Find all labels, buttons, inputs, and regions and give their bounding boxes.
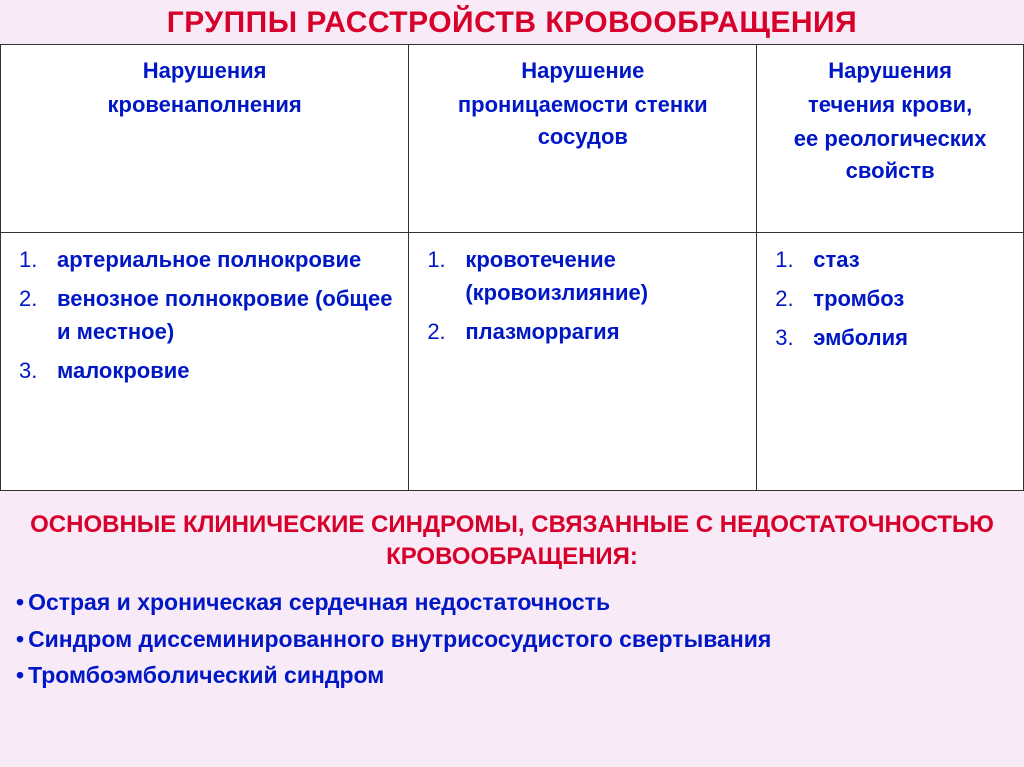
- item-number: 3.: [15, 354, 57, 387]
- table-header-row: Нарушения кровенаполнения Нарушение прон…: [1, 45, 1024, 233]
- list-item: 1.кровотечение (кровоизлияние): [423, 243, 742, 309]
- item-number: 3.: [771, 321, 813, 354]
- item-text: плазморрагия: [465, 315, 742, 348]
- header-line: кровенаполнения: [15, 89, 394, 121]
- item-number: 1.: [423, 243, 465, 309]
- item-text: эмболия: [813, 321, 1009, 354]
- list-item: 1.артериальное полнокровие: [15, 243, 394, 276]
- header-line: Нарушения: [143, 58, 267, 83]
- header-line: проницаемости стенки сосудов: [423, 89, 742, 153]
- item-number: 2.: [15, 282, 57, 348]
- list-item: 2.плазморрагия: [423, 315, 742, 348]
- item-text: кровотечение (кровоизлияние): [465, 243, 742, 309]
- table-body-row: 1.артериальное полнокровие 2.венозное по…: [1, 233, 1024, 491]
- item-text: тромбоз: [813, 282, 1009, 315]
- header-line: Нарушения: [828, 58, 952, 83]
- header-line: течения крови,: [771, 89, 1009, 121]
- list-item: 2.венозное полнокровие (общее и местное): [15, 282, 394, 348]
- table-cell-3: 1.стаз 2.тромбоз 3.эмболия: [757, 233, 1024, 491]
- list-item: 3.малокровие: [15, 354, 394, 387]
- list-item: 2.тромбоз: [771, 282, 1009, 315]
- item-text: малокровие: [57, 354, 394, 387]
- header-line: ее реологических свойств: [771, 123, 1009, 187]
- item-number: 1.: [771, 243, 813, 276]
- item-number: 1.: [15, 243, 57, 276]
- column-header-3: Нарушения течения крови, ее реологически…: [757, 45, 1024, 233]
- list-item: 1.стаз: [771, 243, 1009, 276]
- title-bar: ГРУППЫ РАССТРОЙСТВ КРОВООБРАЩЕНИЯ: [0, 0, 1024, 44]
- item-text: венозное полнокровие (общее и местное): [57, 282, 394, 348]
- list-item: Синдром диссеминированного внутрисосудис…: [16, 621, 1010, 658]
- subtitle: ОСНОВНЫЕ КЛИНИЧЕСКИЕ СИНДРОМЫ, СВЯЗАННЫЕ…: [14, 509, 1010, 574]
- column-header-2: Нарушение проницаемости стенки сосудов: [409, 45, 757, 233]
- item-number: 2.: [771, 282, 813, 315]
- list-item: Острая и хроническая сердечная недостато…: [16, 584, 1010, 621]
- bottom-section: ОСНОВНЫЕ КЛИНИЧЕСКИЕ СИНДРОМЫ, СВЯЗАННЫЕ…: [0, 491, 1024, 694]
- item-text: стаз: [813, 243, 1009, 276]
- page-title: ГРУППЫ РАССТРОЙСТВ КРОВООБРАЩЕНИЯ: [0, 6, 1024, 40]
- table-cell-2: 1.кровотечение (кровоизлияние) 2.плазмор…: [409, 233, 757, 491]
- classification-table: Нарушения кровенаполнения Нарушение прон…: [0, 44, 1024, 491]
- item-number: 2.: [423, 315, 465, 348]
- syndromes-list: Острая и хроническая сердечная недостато…: [14, 574, 1010, 694]
- slide: ГРУППЫ РАССТРОЙСТВ КРОВООБРАЩЕНИЯ Наруше…: [0, 0, 1024, 767]
- list-item: Тромбоэмболический синдром: [16, 657, 1010, 694]
- table-cell-1: 1.артериальное полнокровие 2.венозное по…: [1, 233, 409, 491]
- item-text: артериальное полнокровие: [57, 243, 394, 276]
- list-item: 3.эмболия: [771, 321, 1009, 354]
- header-line: Нарушение: [521, 58, 644, 83]
- column-header-1: Нарушения кровенаполнения: [1, 45, 409, 233]
